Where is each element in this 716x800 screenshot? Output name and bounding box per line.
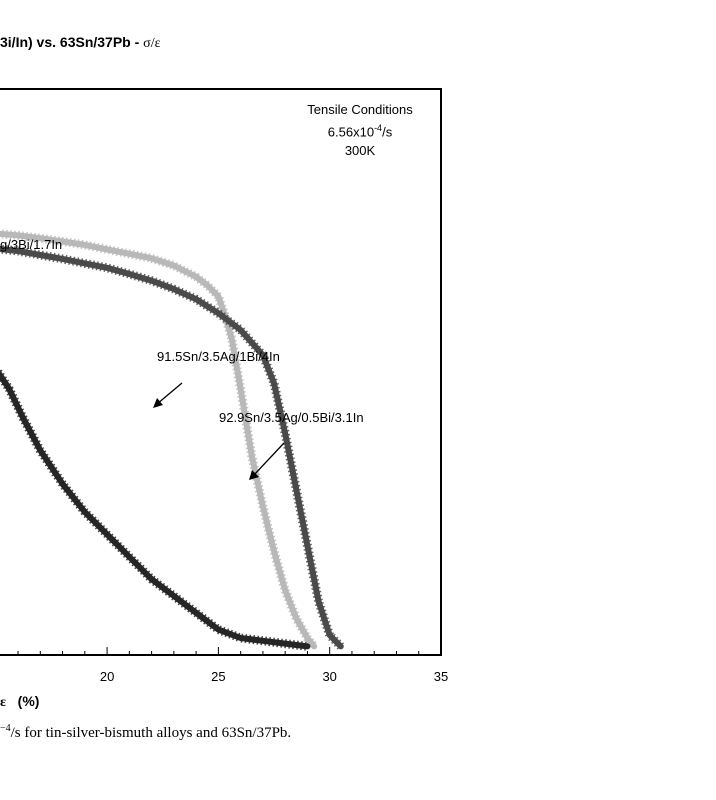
x-tick-label: 30 bbox=[322, 669, 336, 684]
chart-title-symbol: σ/ε bbox=[143, 36, 161, 51]
chart-title: 3i/In) vs. 63Sn/37Pb - σ/ε bbox=[0, 34, 161, 52]
series-texture-2 bbox=[0, 244, 344, 650]
caption-text: /s for tin-silver-bismuth alloys and 63S… bbox=[10, 725, 292, 741]
tensile-conditions-heading: Tensile Conditions bbox=[307, 102, 413, 117]
chart-title-text: 3i/In) vs. 63Sn/37Pb - bbox=[0, 34, 144, 50]
strain-rate-base: 6.56x10 bbox=[327, 124, 375, 140]
x-axis-label: ε (%) bbox=[0, 693, 39, 711]
series-label-partial: g/3Bi/1.7In bbox=[0, 237, 63, 252]
x-tick-label: 25 bbox=[211, 669, 225, 684]
arrow-alloy-b-head bbox=[249, 470, 259, 480]
arrow-alloy-b-line bbox=[252, 442, 285, 477]
x-tick-label: 20 bbox=[100, 669, 114, 684]
figure-caption: −4/s for tin-silver-bismuth alloys and 6… bbox=[0, 723, 291, 742]
temperature: 300K bbox=[344, 143, 376, 159]
series-label-alloy-a: 91.5Sn/3.5Ag/1Bi/4In bbox=[157, 349, 280, 364]
x-ticks bbox=[17, 647, 442, 655]
series-texture-1 bbox=[0, 229, 318, 650]
caption-exponent: −4 bbox=[0, 723, 11, 734]
arrow-alloy-a-line bbox=[156, 382, 183, 405]
series-texture-3 bbox=[0, 369, 308, 651]
x-axis-symbol: ε bbox=[0, 695, 6, 710]
strain-rate-exp: -4 bbox=[374, 123, 383, 133]
x-axis-unit: (%) bbox=[17, 693, 40, 709]
tensile-conditions-box: Tensile Conditions 6.56x10-4/s 300K bbox=[290, 100, 430, 160]
strain-rate-unit: /s bbox=[382, 124, 393, 140]
series-label-alloy-b: 92.9Sn/3.5Ag/0.5Bi/3.1In bbox=[219, 410, 364, 425]
x-tick-labels: 20 25 30 35 bbox=[100, 669, 448, 684]
arrow-alloy-a-head bbox=[153, 398, 163, 408]
strain-rate: 6.56x10-4/s bbox=[290, 119, 430, 141]
plot-frame bbox=[0, 88, 442, 656]
x-tick-label: 35 bbox=[434, 669, 448, 684]
series-layer bbox=[0, 229, 344, 651]
series-line-2 bbox=[0, 246, 344, 650]
